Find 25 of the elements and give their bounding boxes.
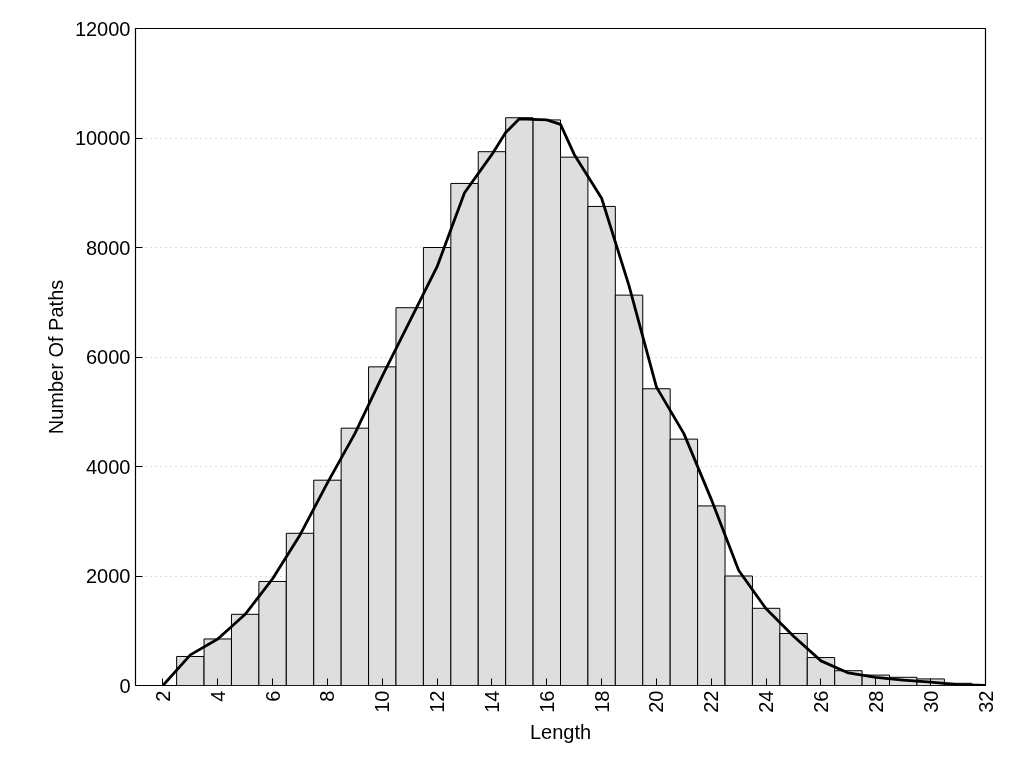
y-tick-label: 8000: [86, 236, 131, 259]
x-tick-label: 20: [645, 690, 668, 713]
x-tick-label: 12: [426, 690, 449, 713]
y-tick-label: 10000: [74, 127, 131, 149]
x-tick-label: 32: [974, 690, 997, 713]
x-tick-label: 4: [206, 690, 229, 702]
y-tick-label: 12000: [74, 17, 131, 40]
x-tick-label: 22: [700, 690, 723, 713]
x-axis-title: Length: [529, 720, 592, 743]
x-tick-label: 10: [371, 690, 394, 713]
x-tick-label: 2: [151, 690, 174, 702]
y-tick-label: 6000: [86, 346, 131, 368]
x-tick-label: 30: [919, 690, 942, 713]
x-tick-label: 28: [864, 690, 887, 713]
y-tick-label: 2000: [86, 565, 131, 587]
x-tick-label: 8: [316, 690, 339, 702]
y-tick-label: 4000: [86, 455, 131, 478]
x-tick-label: 24: [755, 690, 778, 713]
y-axis-title: Number Of Paths: [44, 279, 67, 435]
x-tick-label: 26: [809, 690, 832, 713]
x-tick-label: 18: [590, 690, 613, 713]
x-tick-label: 6: [261, 690, 284, 702]
x-tick-label: 14: [480, 690, 503, 713]
x-tick-label: 16: [535, 690, 558, 713]
y-tick-label: 0: [119, 674, 131, 697]
